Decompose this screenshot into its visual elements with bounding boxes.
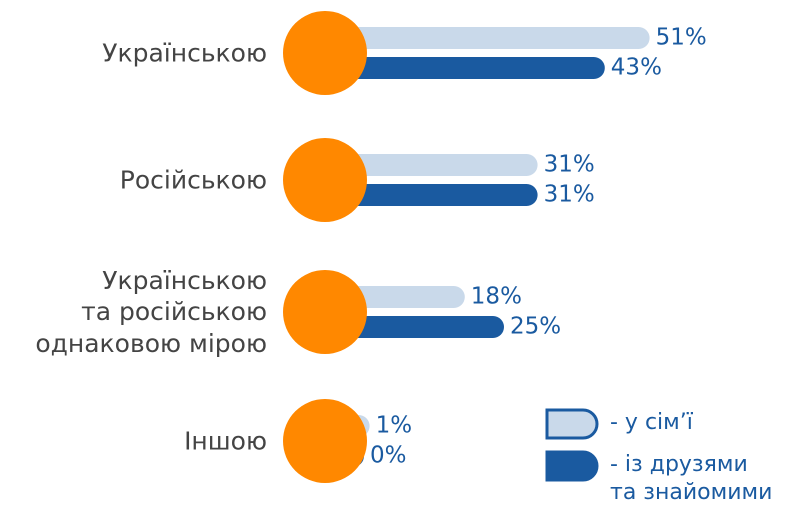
value-label: 31% bbox=[543, 151, 595, 178]
category-marker bbox=[283, 399, 367, 483]
category-label: Іншою bbox=[184, 426, 267, 456]
legend-label: - із друзями та знайомими bbox=[610, 452, 773, 505]
category-label: Російською bbox=[119, 165, 267, 195]
value-label: 1% bbox=[375, 412, 413, 439]
value-label: 0% bbox=[370, 442, 407, 469]
legend-label: - у сім’ї bbox=[610, 410, 693, 435]
legend-swatch bbox=[545, 450, 599, 482]
value-label: 31% bbox=[543, 181, 595, 208]
category-marker bbox=[283, 270, 367, 354]
category-label: Українською та російською однаковою міро… bbox=[35, 266, 267, 358]
category-marker bbox=[283, 138, 367, 222]
bar bbox=[325, 57, 605, 79]
bar bbox=[325, 154, 538, 176]
bar bbox=[325, 184, 538, 206]
value-label: 25% bbox=[510, 313, 562, 340]
bar bbox=[325, 316, 504, 338]
category-marker bbox=[283, 11, 367, 95]
value-label: 18% bbox=[470, 283, 522, 310]
legend-swatch bbox=[545, 408, 599, 440]
bar bbox=[325, 27, 650, 49]
value-label: 51% bbox=[655, 24, 707, 51]
value-label: 43% bbox=[610, 54, 662, 81]
category-label: Українською bbox=[102, 38, 267, 68]
